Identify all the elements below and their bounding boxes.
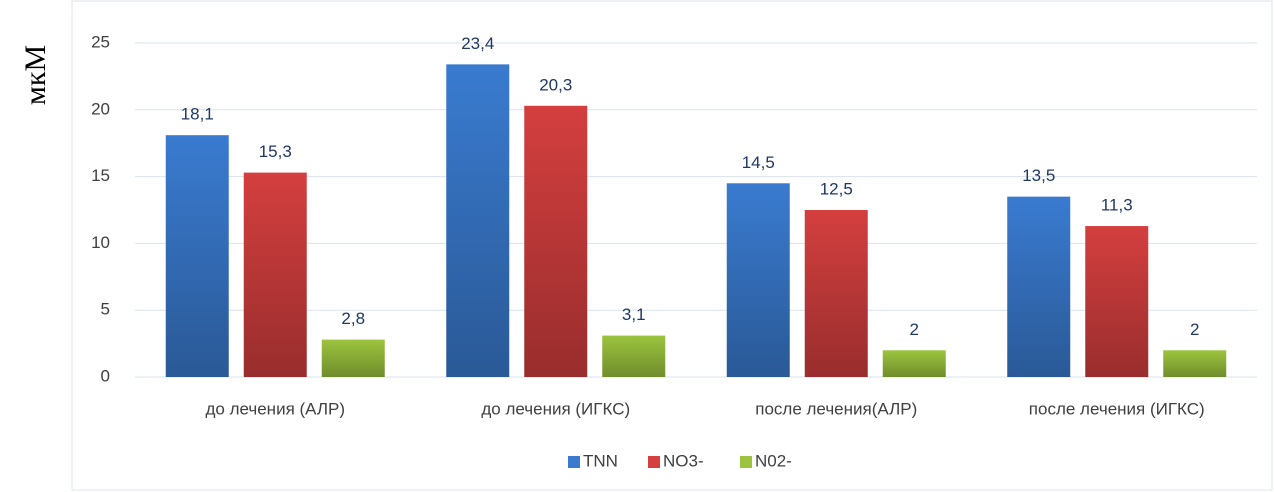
bar [804, 210, 868, 377]
y-tick-label: 0 [101, 366, 110, 385]
bar [1085, 226, 1149, 377]
bar [1163, 350, 1227, 377]
value-label: 2 [1190, 320, 1199, 339]
legend-swatch [740, 456, 752, 468]
legend-swatch [568, 456, 580, 468]
legend-label: N02- [755, 451, 792, 470]
value-label: 2 [910, 320, 919, 339]
bar [321, 339, 385, 377]
bar [882, 350, 946, 377]
y-axis-title: мкМ [19, 45, 52, 105]
value-label: 12,5 [820, 179, 853, 198]
bar [524, 105, 588, 378]
value-label: 3,1 [622, 305, 646, 324]
bar [446, 64, 510, 377]
y-tick-label: 15 [91, 166, 110, 185]
value-label: 15,3 [259, 142, 292, 161]
bar [602, 335, 666, 377]
y-tick-label: 10 [91, 233, 110, 252]
x-tick-label: после лечения (ИГКС) [1029, 399, 1205, 418]
y-tick-label: 5 [101, 300, 110, 319]
x-tick-label: до лечения (АЛР) [205, 399, 345, 418]
value-label: 20,3 [539, 75, 572, 94]
bar [165, 135, 229, 377]
value-label: 14,5 [742, 153, 775, 172]
bar [1007, 196, 1071, 377]
bar [243, 172, 307, 377]
y-tick-label: 20 [91, 99, 110, 118]
value-label: 2,8 [341, 309, 365, 328]
y-tick-label: 25 [91, 32, 110, 51]
value-label: 18,1 [181, 105, 214, 124]
value-label: 11,3 [1101, 196, 1133, 215]
value-label: 13,5 [1022, 166, 1055, 185]
value-label: 23,4 [461, 34, 494, 53]
bar [726, 183, 790, 377]
legend-label: NO3- [663, 451, 704, 470]
legend-label: TNN [583, 451, 618, 470]
x-tick-label: после лечения(АЛР) [755, 399, 917, 418]
legend-swatch [648, 456, 660, 468]
chart-border [71, 0, 1273, 491]
x-tick-label: до лечения (ИГКС) [481, 399, 630, 418]
